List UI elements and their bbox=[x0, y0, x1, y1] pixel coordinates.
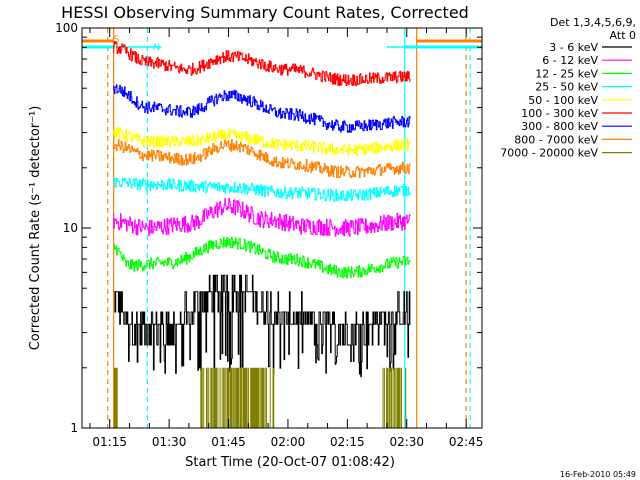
legend-label-5: 100 - 300 keV bbox=[521, 107, 598, 120]
legend-label-6: 300 - 800 keV bbox=[521, 120, 598, 133]
series-line bbox=[113, 198, 411, 237]
x-tick-label-1: 01:30 bbox=[152, 435, 187, 449]
chart-title: HESSI Observing Summary Count Rates, Cor… bbox=[61, 3, 469, 22]
x-tick-label-4: 02:15 bbox=[330, 435, 365, 449]
series-6-12-kev bbox=[113, 198, 411, 237]
legend-label-2: 12 - 25 keV bbox=[535, 67, 598, 80]
timestamp: 16-Feb-2010 05:49 bbox=[560, 470, 636, 479]
plot-frame bbox=[81, 27, 483, 429]
series-100-300-kev bbox=[113, 41, 411, 87]
series-line bbox=[113, 126, 411, 157]
series-50-100-kev bbox=[113, 126, 411, 157]
legend-label-0: 3 - 6 keV bbox=[549, 41, 598, 54]
series-3-6-kev bbox=[113, 274, 411, 378]
series-line bbox=[113, 139, 411, 179]
y-axis-label: Corrected Count Rate (s⁻¹ detector⁻¹) bbox=[28, 106, 43, 351]
series-line bbox=[113, 274, 411, 378]
legend-header-line-2: Att 0 bbox=[610, 29, 636, 42]
series-line bbox=[113, 41, 411, 87]
flag-label-n: N bbox=[153, 43, 160, 53]
legend-label-3: 25 - 50 keV bbox=[535, 81, 598, 94]
series-line bbox=[113, 84, 411, 133]
y-tick-label-2: 100 bbox=[55, 21, 78, 35]
legend-label-7: 800 - 7000 keV bbox=[514, 133, 598, 146]
series-line bbox=[113, 237, 411, 279]
y-tick-label-1: 10 bbox=[63, 221, 78, 235]
y-tick-label-0: 1 bbox=[70, 421, 78, 435]
series-spikes bbox=[113, 367, 407, 428]
x-tick-label-3: 02:00 bbox=[271, 435, 306, 449]
legend-label-1: 6 - 12 keV bbox=[542, 54, 598, 67]
x-tick-label-0: 01:15 bbox=[92, 435, 127, 449]
legend-header-line-1: Det 1,3,4,5,6,9, bbox=[550, 16, 636, 29]
series-line bbox=[113, 177, 411, 202]
series-12-25-kev bbox=[113, 237, 411, 279]
x-axis-label: Start Time (20-Oct-07 01:08:42) bbox=[185, 455, 395, 470]
series-300-800-kev bbox=[113, 84, 411, 133]
series-25-50-kev bbox=[113, 177, 411, 202]
x-tick-label-2: 01:45 bbox=[211, 435, 246, 449]
series-800-7000-kev bbox=[113, 139, 411, 179]
flag-label-s: S bbox=[114, 35, 120, 45]
x-tick-label-6: 02:45 bbox=[449, 435, 484, 449]
legend-label-8: 7000 - 20000 keV bbox=[500, 147, 598, 160]
series-7000-20000-kev bbox=[113, 367, 407, 428]
x-tick-label-5: 02:30 bbox=[389, 435, 424, 449]
legend-label-4: 50 - 100 keV bbox=[528, 94, 598, 107]
